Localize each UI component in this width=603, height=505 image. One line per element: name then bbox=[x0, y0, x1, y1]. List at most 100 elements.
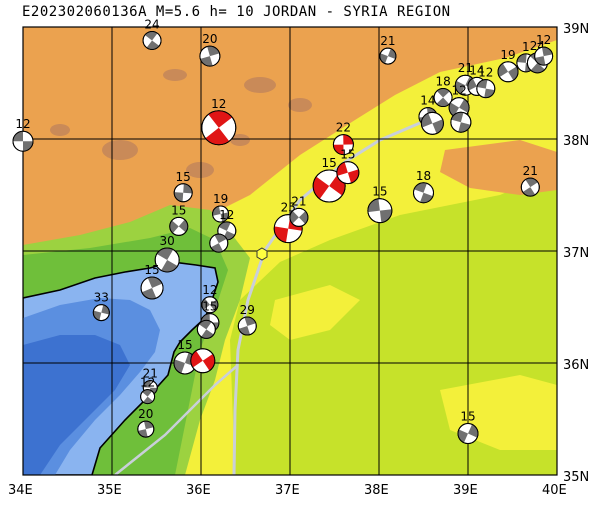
focal-mechanism[interactable]: 12 bbox=[140, 376, 155, 405]
event-depth-label: 15 bbox=[176, 170, 191, 184]
beachball-border bbox=[497, 61, 519, 83]
beachball-border bbox=[142, 30, 162, 50]
lon-label: 40E bbox=[542, 483, 567, 498]
beachball-border bbox=[201, 110, 237, 146]
beachball-border bbox=[212, 205, 230, 223]
latitude-labels: 39N 38N 37N 36N 35N bbox=[563, 22, 589, 485]
event-depth-label: 21 bbox=[523, 164, 538, 178]
focal-mechanism[interactable]: 33 bbox=[92, 291, 110, 322]
event-depth-label: 12 bbox=[211, 97, 226, 111]
event-depth-label: 12 bbox=[536, 33, 551, 47]
beachball-quadrant bbox=[13, 131, 23, 142]
beachball-quadrant bbox=[198, 320, 212, 330]
lat-label: 36N bbox=[563, 358, 589, 373]
focal-mechanism[interactable]: 15 bbox=[367, 185, 393, 224]
focal-mechanism[interactable]: 24 bbox=[142, 17, 162, 50]
focal-mechanism[interactable]: 15 bbox=[169, 203, 189, 236]
focal-mechanism[interactable]: 21 bbox=[379, 34, 397, 65]
beachball-border bbox=[289, 207, 309, 227]
beachball-quadrant bbox=[210, 243, 224, 253]
focal-mechanism[interactable] bbox=[450, 111, 472, 133]
beachball-border bbox=[520, 177, 540, 197]
lat-label: 38N bbox=[563, 134, 589, 149]
beachball-quadrant bbox=[183, 183, 193, 194]
focal-mechanism[interactable]: 12 bbox=[476, 66, 496, 99]
beachball-quadrant bbox=[458, 429, 468, 443]
focal-mechanism[interactable]: 12 bbox=[12, 117, 34, 152]
lon-label: 37E bbox=[275, 483, 300, 498]
beachball-quadrant bbox=[541, 47, 553, 57]
focal-mechanism[interactable]: 15 bbox=[173, 170, 193, 203]
lon-label: 38E bbox=[364, 483, 389, 498]
beachball-quadrant bbox=[530, 62, 545, 73]
focal-mechanism[interactable]: 19 bbox=[212, 192, 230, 223]
focal-mechanism[interactable] bbox=[420, 111, 444, 135]
beachball-quadrant bbox=[144, 31, 158, 41]
event-depth-label: 21 bbox=[143, 367, 158, 381]
beachball-border bbox=[196, 319, 216, 339]
beachball-quadrant bbox=[455, 80, 466, 95]
focal-mechanism[interactable]: 20 bbox=[199, 32, 221, 67]
event-depth-label: 14 bbox=[420, 94, 435, 108]
beachball-quadrant bbox=[174, 192, 184, 202]
beachball-border bbox=[476, 79, 496, 99]
lat-label: 39N bbox=[563, 22, 589, 37]
focal-mechanism[interactable]: 21 bbox=[520, 164, 540, 197]
beachball-border bbox=[237, 316, 257, 336]
focal-mechanism[interactable]: 12 bbox=[201, 283, 219, 314]
focal-mechanism[interactable]: 30 bbox=[154, 234, 180, 273]
event-depth-label: 15 bbox=[177, 338, 192, 352]
event-depth-label: 24 bbox=[144, 17, 159, 31]
focal-mechanism[interactable] bbox=[196, 319, 216, 339]
focal-mechanism[interactable]: 20 bbox=[137, 407, 155, 438]
focal-mechanism[interactable]: 15 bbox=[457, 410, 479, 445]
event-depth-label: 14 bbox=[469, 63, 484, 77]
focal-mechanism[interactable]: 12 bbox=[534, 33, 554, 66]
event-depth-label: 19 bbox=[213, 192, 228, 206]
beachball-quadrant bbox=[23, 141, 33, 152]
focal-mechanism[interactable] bbox=[190, 348, 216, 374]
focal-mechanism[interactable]: 29 bbox=[237, 303, 257, 336]
beachball-border bbox=[137, 420, 155, 438]
event-depth-label: 15 bbox=[202, 300, 217, 314]
beachball-quadrant bbox=[190, 350, 203, 368]
beachball-border bbox=[273, 214, 303, 244]
focal-mechanism[interactable]: 21 bbox=[289, 194, 309, 227]
event-depth-label: 15 bbox=[340, 148, 355, 162]
beachball-quadrant bbox=[146, 40, 160, 50]
epicenter-marker[interactable] bbox=[256, 247, 268, 261]
beachball-quadrant bbox=[101, 304, 110, 315]
beachball-quadrant bbox=[208, 110, 233, 128]
beachball-quadrant bbox=[343, 134, 354, 145]
event-depth-label: 29 bbox=[240, 303, 255, 317]
beachball-border bbox=[413, 182, 434, 204]
map-title: E202302060136A M=5.6 h= 10 JORDAN - SYRI… bbox=[22, 4, 451, 20]
event-depth-label: 20 bbox=[202, 32, 217, 46]
beachball-quadrant bbox=[169, 220, 179, 234]
focal-mechanism[interactable]: 22 bbox=[332, 121, 354, 156]
focal-mechanism[interactable]: 15 bbox=[140, 263, 164, 300]
beachball-quadrant bbox=[218, 221, 231, 231]
beachball-border bbox=[312, 169, 346, 203]
focal-mechanism[interactable]: 19 bbox=[497, 48, 519, 83]
beachball-quadrant bbox=[201, 329, 214, 339]
focal-mechanism[interactable]: 15 bbox=[336, 148, 360, 185]
beachball-quadrant bbox=[516, 53, 527, 63]
beachball-quadrant bbox=[93, 310, 102, 321]
event-depth-label: 12 bbox=[451, 84, 466, 98]
terrain-brown-highs bbox=[50, 69, 312, 178]
focal-mechanism[interactable]: 18 bbox=[433, 75, 453, 108]
focal-mechanism[interactable] bbox=[209, 233, 229, 253]
event-depth-label: 1 bbox=[522, 40, 530, 54]
beachball-border bbox=[140, 276, 164, 300]
beachball-quadrant bbox=[143, 380, 151, 388]
beachball-border bbox=[534, 46, 554, 66]
event-depth-label: 21 bbox=[458, 61, 473, 75]
focal-mechanism[interactable]: 12 bbox=[201, 97, 237, 146]
beachball-quadrant bbox=[498, 63, 509, 78]
focal-mechanism[interactable]: 18 bbox=[413, 169, 434, 204]
beachball-quadrant bbox=[156, 247, 174, 260]
lat-label: 37N bbox=[563, 246, 589, 261]
event-depth-label: 15 bbox=[322, 156, 337, 170]
